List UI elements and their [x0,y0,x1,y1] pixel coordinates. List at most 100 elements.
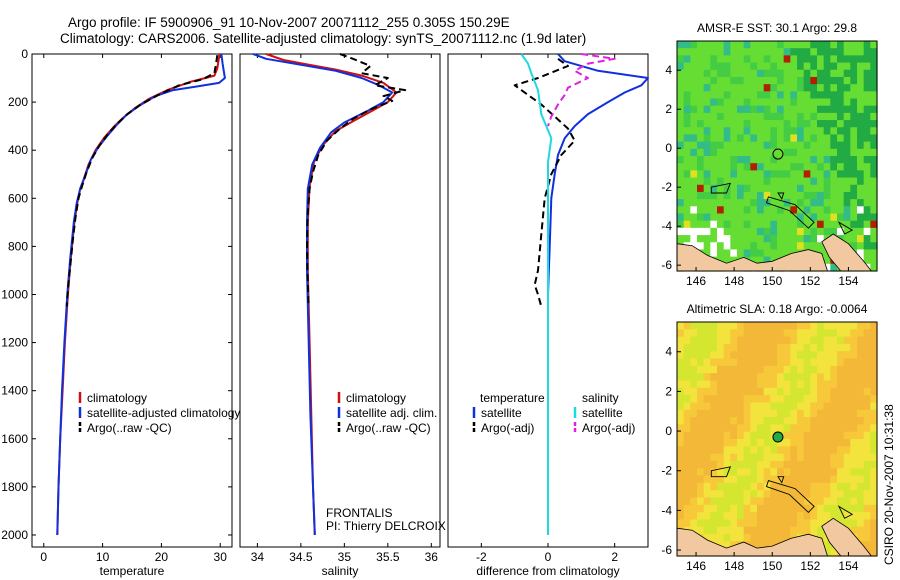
sla_map-cell [843,490,851,499]
salinity-annotation-float: FRONTALIS [326,506,392,520]
sst_map-cell [857,55,865,64]
sst_map-cell [683,191,691,200]
sla_map-cell [690,395,698,404]
sla_map-cell [743,373,751,382]
sst_map-cell [763,177,771,186]
sla_map-cell [830,439,838,447]
sla_map-cell [763,373,771,382]
sst_map-cell [770,191,778,200]
sst_map-cell [810,62,818,71]
sla_map-cell [683,343,691,352]
sst_map-cell [837,55,845,64]
sla_map-cell [797,526,805,535]
sla_map-cell [750,373,758,382]
sst_map-cell [830,163,838,171]
sla_map-cell [857,534,865,542]
sla_map-cell [790,453,798,462]
sst_map-ytick-label: 4 [665,63,672,77]
sla_map-cell [763,475,771,484]
sst_map-cell [677,120,685,128]
sla_map-cell [750,358,758,367]
sla_map-cell [683,475,691,484]
sst_map-cell [703,69,711,78]
sst_map-cell [810,191,818,200]
sst_map-cell [803,148,811,157]
sla_map-cell [743,482,751,491]
sla_map-cell [843,395,851,404]
sla_map-cell [697,395,705,404]
sla_map-cell [690,380,698,389]
sst_map-cell [850,55,858,64]
sst_map-cell [677,62,685,71]
sla_map-cell [750,417,758,425]
sst_map-cell [717,227,725,236]
sla_map-cell [857,343,865,352]
sst_map-cell [777,127,785,136]
sst_map-cell [750,55,758,64]
sla_map-cell [790,358,798,367]
sst_map-cell [677,48,685,56]
sla_map-cell [710,409,718,418]
sst_map-cell [750,242,758,251]
sla_map-cell [823,373,831,382]
sst_map-cell [797,55,805,64]
sst_map-cell [683,105,691,114]
sla_map-cell [677,417,685,425]
sla_map-cell [757,387,765,396]
sla_map-cell [677,482,685,491]
sla_map-cell [857,446,865,455]
sla_map-cell [817,512,825,521]
sla_map-cell [830,373,838,382]
sst_map-cell [717,55,725,64]
sla_map-cell [857,482,865,491]
sla_map-cell [717,351,725,360]
sst_map-cell [750,76,758,85]
sla_map-cell [803,373,811,382]
sst_map-cell [843,170,851,179]
sla_map-cell [830,497,838,506]
sla_map-cell [863,526,871,535]
sst_map-cell [677,84,685,92]
sst_map-cell [790,242,798,251]
sst_map-cell [830,177,838,186]
sst_map-cell [810,127,818,136]
sla_map-cell [850,351,858,360]
sla_map-cell [703,373,711,382]
sla_map-cell [817,329,825,338]
sla_map-cell [817,424,825,433]
salinity-legend-entry: satellite adj. clim. [346,406,437,420]
sla_map-cell [777,387,785,396]
sst_map-cell [857,41,865,49]
sla_map-cell [683,395,691,404]
sst_map-cell [717,163,725,171]
sla_map-cell [870,365,878,374]
sst_map-cell [743,84,751,92]
sla_map-cell [710,343,718,352]
sst_map-cell [830,148,838,157]
sla_map-cell [777,453,785,462]
sla_map-cell [677,395,685,404]
sla_map-cell [683,512,691,521]
sla_map-cell [703,424,711,433]
sst_map-cell [823,213,831,222]
sst_map-cell [777,69,785,78]
sla_map-cell [763,431,771,440]
sst_map-cell [797,170,805,179]
salinity-axes-frame [239,53,441,548]
temperature-panel: 0 10 20 30020040060080010001200140016001800… [1,47,240,578]
sla_map-cell [703,504,711,513]
sst_map-cell [750,41,758,49]
sst_map-cell [743,220,751,229]
sst_map-cell [703,213,711,222]
sst_map-cell [823,112,831,121]
sla_map-cell [817,365,825,374]
temperature-legend-entry: climatology [87,391,147,405]
sla_map-cell [797,417,805,425]
sst_map-cell [697,41,705,49]
sla_map-cell [770,497,778,506]
sst_map-cell [777,55,785,64]
sla_map-cell [683,329,691,338]
sst_map-cell [790,184,798,193]
sst_map-cell [723,184,731,193]
sla_map-cell [843,504,851,513]
